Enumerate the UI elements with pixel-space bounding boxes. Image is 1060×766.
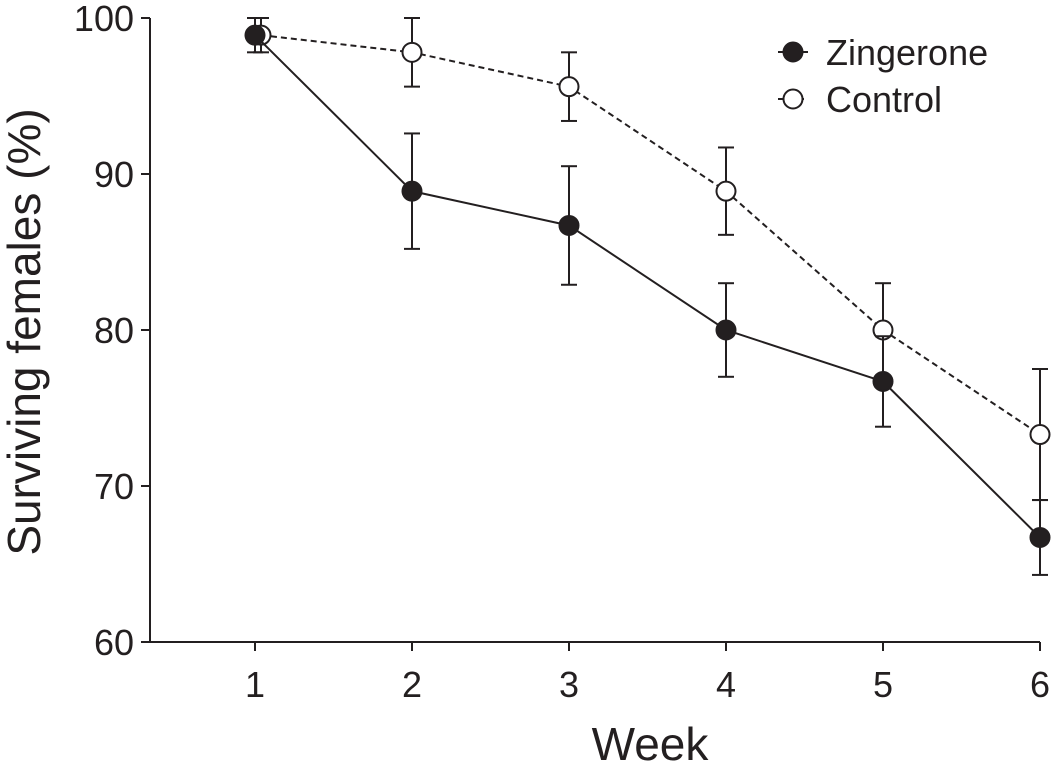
series-line-control (260, 34, 1041, 436)
data-point-zingerone (401, 180, 423, 202)
y-tick-label: 70 (94, 466, 134, 507)
data-point-zingerone (1029, 526, 1051, 548)
y-axis-title: Surviving females (%) (0, 108, 50, 555)
y-tick-label: 80 (94, 310, 134, 351)
data-point-control (558, 76, 580, 98)
data-point-zingerone (872, 370, 894, 392)
data-point-zingerone (244, 24, 266, 46)
series-layer (244, 17, 1051, 576)
data-point-control (1029, 424, 1051, 446)
data-point-control (401, 41, 423, 63)
x-tick-label: 3 (559, 664, 579, 705)
legend-label-zingerone: Zingerone (826, 32, 988, 73)
ticks: 60 70 80 90 100 1 2 3 4 5 6 (74, 0, 1050, 705)
x-tick-label: 1 (245, 664, 265, 705)
legend-label-control: Control (826, 79, 942, 120)
x-tick-label: 6 (1030, 664, 1050, 705)
x-tick-label: 4 (716, 664, 736, 705)
y-tick-label: 100 (74, 0, 134, 39)
x-axis-title: Week (592, 718, 710, 766)
y-tick-label: 60 (94, 622, 134, 663)
series-line-zingerone (254, 34, 1041, 539)
x-tick-label: 5 (873, 664, 893, 705)
legend-item-control: Control (778, 79, 942, 120)
y-tick-label: 90 (94, 154, 134, 195)
legend-marker-control (782, 88, 804, 110)
x-tick-label: 2 (402, 664, 422, 705)
legend-marker-zingerone (782, 41, 804, 63)
data-point-control (715, 180, 737, 202)
series-zingerone (244, 17, 1051, 576)
data-point-zingerone (558, 214, 580, 236)
data-point-zingerone (715, 319, 737, 341)
legend-item-zingerone: Zingerone (778, 32, 988, 73)
legend: Zingerone Control (778, 32, 988, 120)
